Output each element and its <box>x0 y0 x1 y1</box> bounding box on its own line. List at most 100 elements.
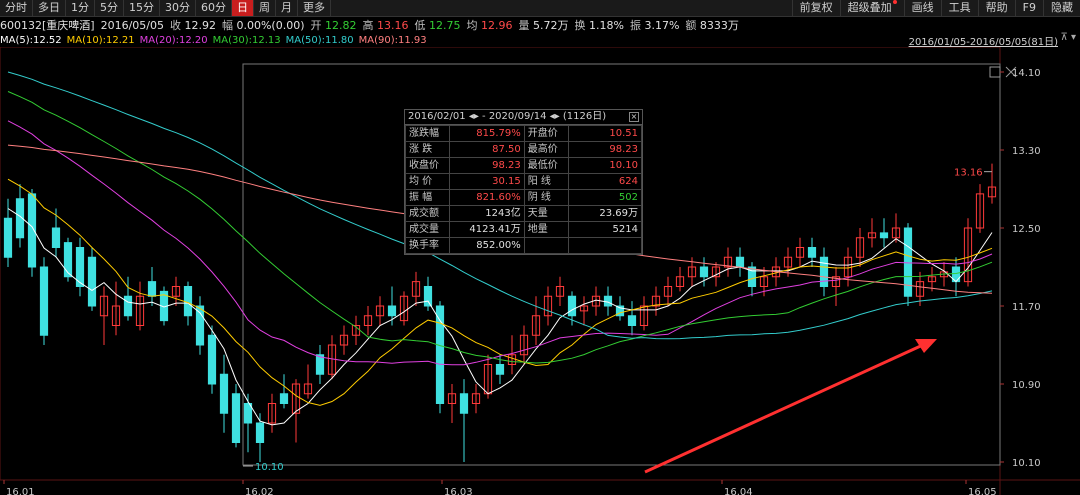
candle-body <box>699 266 709 278</box>
stats-row: 成交额 1243亿 天量 23.69万 <box>404 205 643 222</box>
candle-body <box>975 193 985 229</box>
tool-button[interactable]: 前复权 <box>791 0 840 16</box>
ma-legend-item: MA(20):12.20 <box>139 34 208 46</box>
candle-body <box>3 217 13 258</box>
tool-button[interactable]: 隐藏 <box>1043 0 1080 16</box>
amount-field: 额 8333万 <box>685 19 739 32</box>
stock-code-name: 600132[重庆啤酒] <box>0 19 95 32</box>
candle-body <box>411 281 421 297</box>
stat-label: 涨 跌 <box>404 141 451 158</box>
tool-button[interactable]: F9 <box>1014 0 1043 16</box>
period-tab[interactable]: 月 <box>276 0 298 16</box>
close-icon[interactable]: × <box>629 112 639 122</box>
tool-button-label: 帮助 <box>985 1 1008 14</box>
ma-legend-item: MA(30):12.13 <box>212 34 281 46</box>
candle-body <box>267 403 277 424</box>
candle-body <box>759 276 769 287</box>
high-field: 高 13.16 <box>362 19 409 32</box>
candle-body <box>279 393 289 404</box>
quote-date: 2016/05/05 <box>100 18 164 32</box>
candle-body <box>747 266 757 287</box>
stat-label <box>523 237 569 254</box>
tool-button-label: 工具 <box>948 1 971 14</box>
y-axis-label: 13.30 <box>1012 146 1041 157</box>
candle-body <box>555 286 565 297</box>
candle-body <box>51 227 61 248</box>
y-axis-label: 11.70 <box>1012 302 1041 313</box>
stat-value <box>567 237 643 254</box>
candle-body <box>963 227 973 283</box>
period-tab[interactable]: 30分 <box>160 0 196 16</box>
stat-value: 1243亿 <box>449 205 525 222</box>
period-tab[interactable]: 15分 <box>124 0 160 16</box>
period-tab[interactable]: 周 <box>254 0 276 16</box>
tool-button-label: 前复权 <box>799 1 833 14</box>
candle-body <box>903 227 913 297</box>
stat-value: 502 <box>567 189 643 206</box>
quote-bar: 600132[重庆啤酒] 2016/05/05 收 12.92 幅 0.00%(… <box>0 17 1080 33</box>
candle-body <box>219 373 229 414</box>
x-axis-label: 16.02 <box>245 487 274 495</box>
candle-body <box>183 286 193 317</box>
stat-value: 852.00% <box>449 237 525 254</box>
kline-chart[interactable]: 14.10 13.30 12.50 11.70 10.90 10.10 16.01 16.02… <box>0 47 1080 495</box>
tool-button[interactable]: 帮助 <box>977 0 1015 16</box>
stat-label: 收盘价 <box>404 157 451 174</box>
period-tab[interactable]: 分时 <box>0 0 33 16</box>
y-axis-label: 10.90 <box>1012 380 1041 391</box>
candle-body <box>495 364 505 375</box>
candle-body <box>855 237 865 258</box>
tool-button[interactable]: 工具 <box>940 0 978 16</box>
candle-body <box>123 295 133 317</box>
tool-button[interactable]: 超级叠加 <box>839 0 904 16</box>
turnover-field: 换 1.18% <box>574 19 624 32</box>
candle-body <box>459 393 469 414</box>
right-tools: 前复权 超级叠加 画线 工具 帮助 F9 隐藏 <box>791 0 1080 16</box>
low-field: 低 12.75 <box>414 19 461 32</box>
candle-body <box>987 186 997 198</box>
candle-body <box>87 256 97 307</box>
date-range-link[interactable]: 2016/01/05-2016/05/05(81日) <box>908 37 1058 48</box>
candle-body <box>75 247 85 287</box>
tool-button[interactable]: 画线 <box>903 0 941 16</box>
stat-label: 阳 线 <box>523 173 569 190</box>
stat-label: 最低价 <box>523 157 569 174</box>
stats-row: 涨 跌 87.50 最高价 98.23 <box>404 141 643 158</box>
candle-body <box>15 198 25 239</box>
stat-value: 10.51 <box>567 125 643 142</box>
period-tab[interactable]: 1分 <box>66 0 95 16</box>
tool-button-label: 画线 <box>911 1 934 14</box>
high-marker-label: 13.16 <box>954 168 983 179</box>
stats-row: 振 幅 821.60% 阴 线 502 <box>404 189 643 206</box>
range-controls[interactable]: ⊼ ▾ <box>1060 32 1076 43</box>
ma-line <box>7 208 993 426</box>
stats-row: 换手率 852.00% <box>404 237 643 254</box>
period-tab[interactable]: 5分 <box>95 0 124 16</box>
candle-body <box>915 281 925 297</box>
stat-value: 815.79% <box>449 125 525 142</box>
stat-value: 98.23 <box>567 141 643 158</box>
stat-label: 成交量 <box>404 221 451 238</box>
candle-body <box>291 383 301 414</box>
candle-body <box>303 383 313 395</box>
close-field: 收 12.92 <box>169 19 216 32</box>
period-tab[interactable]: 日 <box>232 0 254 16</box>
candle-body <box>783 256 793 268</box>
stat-value: 23.69万 <box>567 205 643 222</box>
ma-line <box>7 178 993 406</box>
candle-body <box>255 422 265 443</box>
period-tab[interactable]: 更多 <box>298 0 331 16</box>
stat-value: 10.10 <box>567 157 643 174</box>
period-tab[interactable]: 多日 <box>33 0 66 16</box>
candle-body <box>363 315 373 326</box>
candle-body <box>735 256 745 268</box>
stat-value: 624 <box>567 173 643 190</box>
candle-body <box>651 295 661 307</box>
candle-body <box>447 393 457 404</box>
period-tab[interactable]: 60分 <box>196 0 232 16</box>
ma-line <box>7 91 993 364</box>
candle-body <box>99 295 109 317</box>
interval-header: 2016/02/01 ◂▸ - 2020/09/14 ◂▸ (1126日) <box>408 111 607 122</box>
tool-button-label: 超级叠加 <box>847 1 892 14</box>
ma-legend-item: MA(50):11.80 <box>285 34 354 46</box>
